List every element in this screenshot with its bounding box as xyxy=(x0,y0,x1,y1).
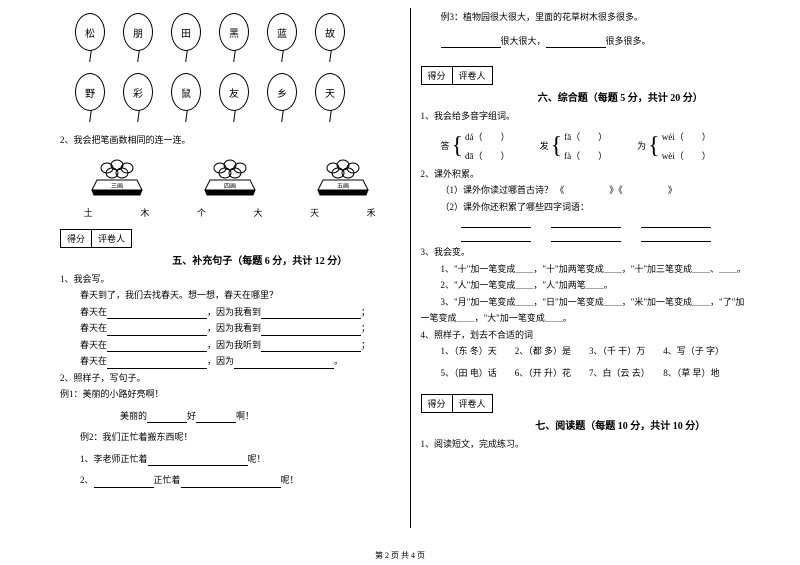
balloon: 天 xyxy=(315,73,345,111)
question-2: 2、我会把笔画数相同的连一连。 xyxy=(60,134,400,148)
q6-2: 2、课外积累。 xyxy=(421,168,761,182)
balloon: 野 xyxy=(75,73,105,111)
pinyin-fa: 发{ fā（ ） fà（ ） xyxy=(540,130,608,162)
q6-3: 3、我会变。 xyxy=(421,246,761,260)
flower-stand-icon: 五画 xyxy=(308,158,378,198)
balloon-row-2: 野 彩 鼠 友 乡 天 xyxy=(75,73,400,111)
q6-3-2: 2、"人"加一笔变成＿＿，"人"加两笔＿＿。 xyxy=(441,279,761,293)
char: 禾 xyxy=(367,206,376,219)
score-cell: 得分 xyxy=(421,394,453,413)
balloon: 朋 xyxy=(123,13,153,51)
idiom-blanks xyxy=(461,232,761,242)
char: 木 xyxy=(140,206,149,219)
worksheet-page: 松 朋 田 黑 蓝 故 野 彩 鼠 友 乡 天 2、我会把笔画数相同的连一连。 … xyxy=(0,0,800,540)
score-cell: 得分 xyxy=(421,66,453,85)
char: 土 xyxy=(84,206,93,219)
svg-text:三画: 三画 xyxy=(111,183,123,190)
q6-2-2: （2）课外你还积累了哪些四字词语： xyxy=(441,201,761,215)
char: 大 xyxy=(254,206,263,219)
fill-line: 1、李老师正忙着呢！ xyxy=(80,453,400,467)
score-box: 得分 评卷人 xyxy=(60,229,400,248)
q6-2-1: （1）课外你读过哪首古诗？ 《 》《 》 xyxy=(441,184,761,198)
flower-stands: 三画 四画 五画 xyxy=(60,158,400,198)
balloon: 田 xyxy=(171,13,201,51)
balloon: 鼠 xyxy=(171,73,201,111)
section-6-title: 六、综合题（每题 5 分，共计 20 分） xyxy=(481,89,761,104)
q5-2: 2、照样子，写句子。 xyxy=(60,372,400,386)
fill-line: 春天在，因为我看到； xyxy=(80,322,400,336)
page-footer: 第 2 页 共 4 页 xyxy=(0,550,800,561)
q6-3-3: 3、"月"加一笔变成＿＿，"日"加一笔变成＿＿，"米"加一笔变成＿＿，"了"加 xyxy=(441,296,761,310)
q6-4-2: 5、（田 电）话 6、（开 升）花 7、白（云 去） 8、（草 早）地 xyxy=(441,367,761,381)
fill-line: 美丽的好啊！ xyxy=(120,410,400,424)
left-column: 松 朋 田 黑 蓝 故 野 彩 鼠 友 乡 天 2、我会把笔画数相同的连一连。 … xyxy=(50,8,410,540)
q6-3-1: 1、"十"加一笔变成＿＿，"十"加两笔变成＿＿，"十"加三笔变成＿＿、＿＿。 xyxy=(441,263,761,277)
score-box: 得分 评卷人 xyxy=(421,66,761,85)
q7-1: 1、阅读短文，完成练习。 xyxy=(421,438,761,452)
q5-1: 1、我会写。 xyxy=(60,273,400,287)
idiom-blanks xyxy=(461,218,761,228)
example-1: 例1：美丽的小路好亮啊！ xyxy=(60,388,400,402)
svg-text:五画: 五画 xyxy=(337,183,349,190)
balloon: 彩 xyxy=(123,73,153,111)
balloon: 松 xyxy=(75,13,105,51)
balloon: 故 xyxy=(315,13,345,51)
example-2: 例2：我们正忙着搬东西呢！ xyxy=(80,431,400,445)
char: 个 xyxy=(197,206,206,219)
q5-1-intro: 春天到了，我们去找春天。想一想，春天在哪里？ xyxy=(80,289,400,303)
fill-line: 春天在，因为。 xyxy=(80,355,400,369)
flower-stand-icon: 四画 xyxy=(195,158,265,198)
score-box: 得分 评卷人 xyxy=(421,394,761,413)
pinyin-groups: 答{ dá（ ） dā（ ） 发{ fā（ ） fà（ ） 为{ wéi（ ） … xyxy=(441,130,761,162)
section-7-title: 七、阅读题（每题 10 分，共计 10 分） xyxy=(481,417,761,432)
balloon: 黑 xyxy=(219,13,249,51)
section-5-title: 五、补充句子（每题 6 分，共计 12 分） xyxy=(120,252,400,267)
grader-cell: 评卷人 xyxy=(453,394,493,413)
balloon: 乡 xyxy=(267,73,297,111)
example-3: 例3：植物园很大很大，里面的花草树木很多很多。 xyxy=(441,11,761,25)
flower-stand-icon: 三画 xyxy=(82,158,152,198)
right-column: 例3：植物园很大很大，里面的花草树木很多很多。 很大很大，很多很多。 得分 评卷… xyxy=(411,8,771,540)
char: 天 xyxy=(310,206,319,219)
balloon: 蓝 xyxy=(267,13,297,51)
score-cell: 得分 xyxy=(60,229,92,248)
q6-4-1: 1、（东 冬）天 2、（都 多）是 3、（千 干）万 4、写（子 字） xyxy=(441,345,761,359)
fill-line: 春天在，因为我看到； xyxy=(80,306,400,320)
svg-text:四画: 四画 xyxy=(224,183,236,190)
fill-line: 2、正忙着呢！ xyxy=(80,474,400,488)
stroke-chars: 土 木 个 大 天 禾 xyxy=(60,206,400,219)
q6-3-3b: 一笔变成＿＿，"大"加一笔变成＿＿。 xyxy=(421,312,761,326)
pinyin-wei: 为{ wéi（ ） wèi（ ） xyxy=(637,130,711,162)
balloon: 友 xyxy=(219,73,249,111)
q6-1: 1、我会给多音字组词。 xyxy=(421,110,761,124)
grader-cell: 评卷人 xyxy=(92,229,132,248)
grader-cell: 评卷人 xyxy=(453,66,493,85)
fill-line: 很大很大，很多很多。 xyxy=(441,35,761,49)
q6-4: 4、照样子，划去不合适的词 xyxy=(421,329,761,343)
fill-line: 春天在，因为我听到； xyxy=(80,339,400,353)
balloon-row-1: 松 朋 田 黑 蓝 故 xyxy=(75,13,400,51)
pinyin-da: 答{ dá（ ） dā（ ） xyxy=(441,130,510,162)
